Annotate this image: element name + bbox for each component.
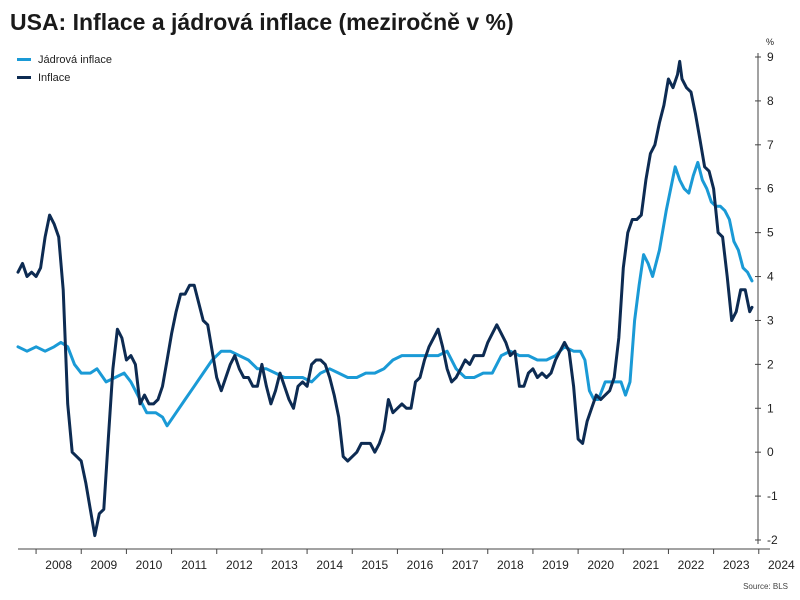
series-line-core bbox=[16, 160, 754, 428]
x-tick-label: 2022 bbox=[678, 558, 705, 572]
chart-title: USA: Inflace a jádrová inflace (meziročn… bbox=[10, 9, 514, 35]
legend-swatch-headline bbox=[17, 76, 31, 79]
x-tick-label: 2023 bbox=[723, 558, 750, 572]
x-tick-label: 2012 bbox=[226, 558, 253, 572]
source-note: Source: BLS bbox=[743, 582, 788, 591]
x-tick-label: 2011 bbox=[181, 558, 207, 572]
x-tick-label: 2016 bbox=[407, 558, 434, 572]
x-tick-label: 2008 bbox=[45, 558, 72, 572]
series-line-headline bbox=[16, 59, 754, 538]
y-tick-label: 8 bbox=[767, 94, 774, 108]
x-tick-label: 2021 bbox=[633, 558, 660, 572]
x-tick-label: 2017 bbox=[452, 558, 479, 572]
y-tick-label: 0 bbox=[767, 445, 774, 459]
y-unit-label: % bbox=[766, 37, 774, 47]
legend-label-headline: Inflace bbox=[38, 72, 70, 84]
x-tick-label: 2013 bbox=[271, 558, 298, 572]
y-tick-label: 7 bbox=[767, 138, 774, 152]
x-tick-label: 2010 bbox=[136, 558, 163, 572]
x-tick-label: 2014 bbox=[316, 558, 343, 572]
x-tick-label: 2009 bbox=[90, 558, 117, 572]
y-tick-label: 4 bbox=[767, 270, 774, 284]
y-tick-label: 6 bbox=[767, 182, 774, 196]
y-tick-label: 9 bbox=[767, 50, 774, 64]
y-tick-label: 2 bbox=[767, 357, 774, 371]
y-tick-label: 1 bbox=[767, 401, 774, 415]
y-axis: -2 -1 0 1 2 3 4 5 6 7 8 9 bbox=[755, 50, 778, 547]
series-layer bbox=[16, 59, 754, 538]
x-tick-label: 2024 bbox=[768, 558, 795, 572]
x-tick-label: 2019 bbox=[542, 558, 569, 572]
y-tick-label: 5 bbox=[767, 226, 774, 240]
y-tick-label: 3 bbox=[767, 313, 774, 327]
x-tick-label: 2015 bbox=[361, 558, 388, 572]
legend-label-core: Jádrová inflace bbox=[38, 54, 112, 66]
y-tick-label: -1 bbox=[767, 489, 778, 503]
x-axis: 2008 2009 2010 2011 2012 2013 2014 2015 2016 2017… bbox=[18, 548, 795, 572]
x-tick-label: 2020 bbox=[587, 558, 614, 572]
y-tick-label: -2 bbox=[767, 533, 778, 547]
x-tick-label: 2018 bbox=[497, 558, 524, 572]
legend-swatch-core bbox=[17, 58, 31, 61]
legend: Jádrová inflace Inflace bbox=[17, 54, 112, 84]
